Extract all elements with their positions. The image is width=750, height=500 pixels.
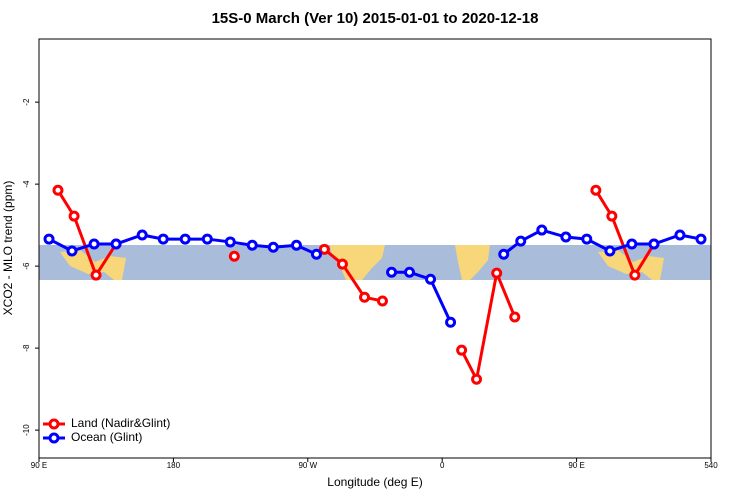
data-point (136, 229, 148, 241)
data-point (318, 243, 330, 255)
data-point (310, 248, 322, 260)
legend-label: Land (Nadir&Glint) (71, 416, 170, 430)
data-point (201, 233, 213, 245)
legend-marker (48, 432, 60, 444)
data-point (52, 184, 64, 196)
x-axis-label: Longitude (deg E) (327, 475, 422, 489)
data-point (386, 266, 398, 278)
data-point (290, 239, 302, 251)
data-point (267, 241, 279, 253)
x-tick-label: 90 E (568, 461, 584, 470)
data-point (224, 236, 236, 248)
data-point (536, 224, 548, 236)
chart-title: 15S-0 March (Ver 10) 2015-01-01 to 2020-… (212, 10, 539, 27)
land-shape (330, 245, 385, 280)
data-point (515, 235, 527, 247)
data-point (68, 210, 80, 222)
x-tick-label: 0 (440, 461, 445, 470)
data-point (88, 238, 100, 250)
data-point (581, 233, 593, 245)
data-point (695, 233, 707, 245)
data-point (509, 311, 521, 323)
legend-marker (48, 418, 60, 430)
data-point (606, 210, 618, 222)
data-point (498, 248, 510, 260)
data-point (425, 273, 437, 285)
data-point (456, 344, 468, 356)
data-point (43, 233, 55, 245)
data-point (246, 239, 258, 251)
map-strip (39, 245, 711, 280)
data-point (376, 295, 388, 307)
x-tick-label: 180 (167, 461, 181, 470)
y-axis-label: XCO2 - MLO trend (ppm) (1, 181, 15, 316)
data-point (445, 316, 457, 328)
data-point (560, 231, 572, 243)
x-tick-label: 90 E (31, 461, 47, 470)
data-point (228, 250, 240, 262)
x-tick-label: 90 W (298, 461, 317, 470)
data-point (359, 291, 371, 303)
y-tick-label: -6 (22, 262, 31, 270)
plot-frame (38, 38, 712, 459)
y-tick-label: -8 (22, 344, 31, 352)
data-point (604, 245, 616, 257)
data-point (626, 238, 638, 250)
data-point (629, 269, 641, 281)
y-tick-label: -4 (22, 180, 31, 188)
data-point (471, 373, 483, 385)
data-point (179, 233, 191, 245)
data-point (336, 258, 348, 270)
data-point (674, 229, 686, 241)
series-line (56, 189, 656, 384)
data-point (110, 238, 122, 250)
x-tick-label: 540 (704, 461, 718, 470)
data-point (66, 245, 78, 257)
data-point (590, 184, 602, 196)
data-point (648, 238, 660, 250)
y-tick-label: -10 (22, 424, 31, 436)
land-shape (455, 245, 490, 280)
y-tick-label: -2 (22, 98, 31, 106)
data-point (90, 269, 102, 281)
legend-label: Ocean (Glint) (71, 430, 142, 444)
data-point (157, 233, 169, 245)
data-point (491, 267, 503, 279)
data-point (403, 266, 415, 278)
